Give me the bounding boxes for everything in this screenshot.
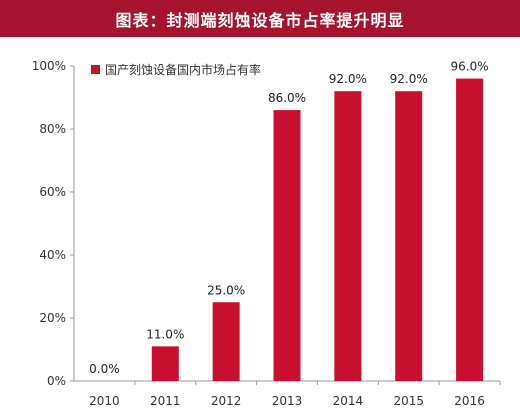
chart-title-banner: 图表：封测端刻蚀设备市占率提升明显	[0, 0, 520, 37]
legend-label: 国产刻蚀设备国内市场占有率	[105, 62, 261, 77]
y-tick-label: 0%	[47, 374, 66, 388]
y-tick-label: 80%	[39, 122, 66, 136]
bars	[151, 78, 484, 381]
data-label-2012: 25.0%	[207, 283, 245, 297]
bar-2015	[395, 91, 423, 381]
x-tick-label: 2014	[333, 394, 364, 408]
bar-2016	[456, 78, 484, 381]
bar-2014	[334, 91, 362, 381]
x-tick-label: 2016	[454, 394, 485, 408]
x-tick-label: 2010	[89, 394, 120, 408]
bar-2011	[151, 346, 179, 381]
data-label-2010: 0.0%	[89, 362, 120, 376]
data-label-2014: 92.0%	[329, 72, 367, 86]
data-label-2013: 86.0%	[268, 91, 306, 105]
bar-2013	[273, 110, 301, 381]
x-tick-label: 2013	[272, 394, 303, 408]
y-tick-label: 100%	[32, 59, 66, 73]
y-tick-label: 20%	[39, 311, 66, 325]
x-tick-label: 2015	[393, 394, 424, 408]
legend: 国产刻蚀设备国内市场占有率	[91, 62, 261, 77]
data-label-2015: 92.0%	[390, 72, 428, 86]
data-label-2016: 96.0%	[451, 60, 489, 74]
data-label-2011: 11.0%	[146, 327, 184, 341]
x-axis: 2010 2011 2012 2013 2014 2015 2016	[74, 380, 501, 408]
y-tick-label: 60%	[39, 185, 66, 199]
y-axis: 0% 20% 40% 60% 80% 100%	[32, 59, 75, 388]
data-labels: 0.0% 11.0% 25.0% 86.0% 92.0% 92.0% 96.0%	[89, 60, 488, 376]
y-tick-label: 40%	[39, 248, 66, 262]
bar-2012	[212, 302, 240, 381]
x-tick-label: 2011	[150, 394, 181, 408]
x-tick-label: 2012	[211, 394, 242, 408]
legend-swatch	[91, 65, 100, 74]
chart-title: 图表：封测端刻蚀设备市占率提升明显	[115, 10, 405, 30]
bar-chart: 国产刻蚀设备国内市场占有率 0%20%40%60%80%100% 2010 201…	[32, 59, 501, 408]
